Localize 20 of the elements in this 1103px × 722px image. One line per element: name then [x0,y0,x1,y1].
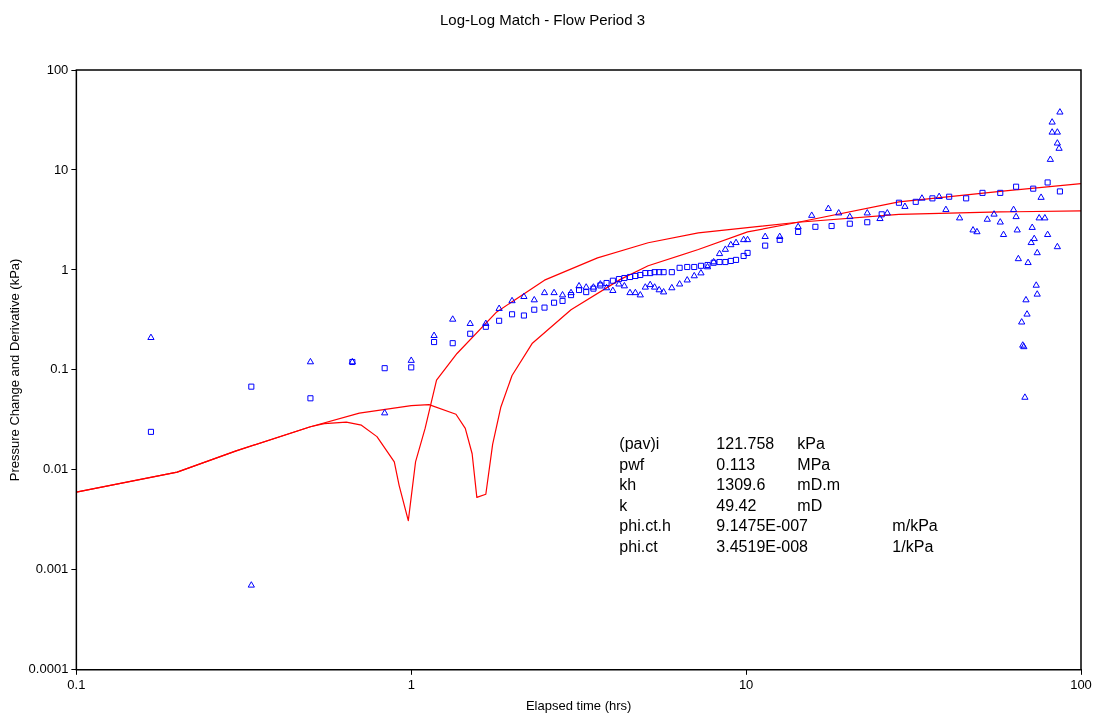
text: kh 1309.6 mD.m [619,476,841,494]
text: phi.ct.h 9.1475E-007 m/kPa [619,517,938,535]
y-tick-label: 100 [46,61,69,77]
text: (pav)i 121.758 kPa [619,435,825,453]
chart-title: Log-Log Match - Flow Period 3 [439,11,646,29]
x-tick-label: 10 [738,677,754,693]
x-tick-label: 0.1 [67,677,86,693]
x-tick-label: 100 [1070,677,1092,693]
x-tick-label: 1 [407,677,415,693]
y-tick-label: 0.01 [43,461,69,477]
y-tick-label: 1 [61,261,69,277]
text: k 49.42 mD [619,496,823,514]
y-tick-label: 0.001 [35,561,69,577]
y-tick-label: 0.1 [50,361,69,377]
y-tick-label: 0.0001 [28,661,69,677]
text: phi.ct 3.4519E-008 1/kPa [619,537,934,555]
x-axis-title: Elapsed time (hrs) [525,697,632,713]
y-axis-title: Pressure Change and Derivative (kPa) [7,258,23,482]
y-tick-label: 10 [53,161,69,177]
text: pwf 0.113 MPa [619,455,831,473]
